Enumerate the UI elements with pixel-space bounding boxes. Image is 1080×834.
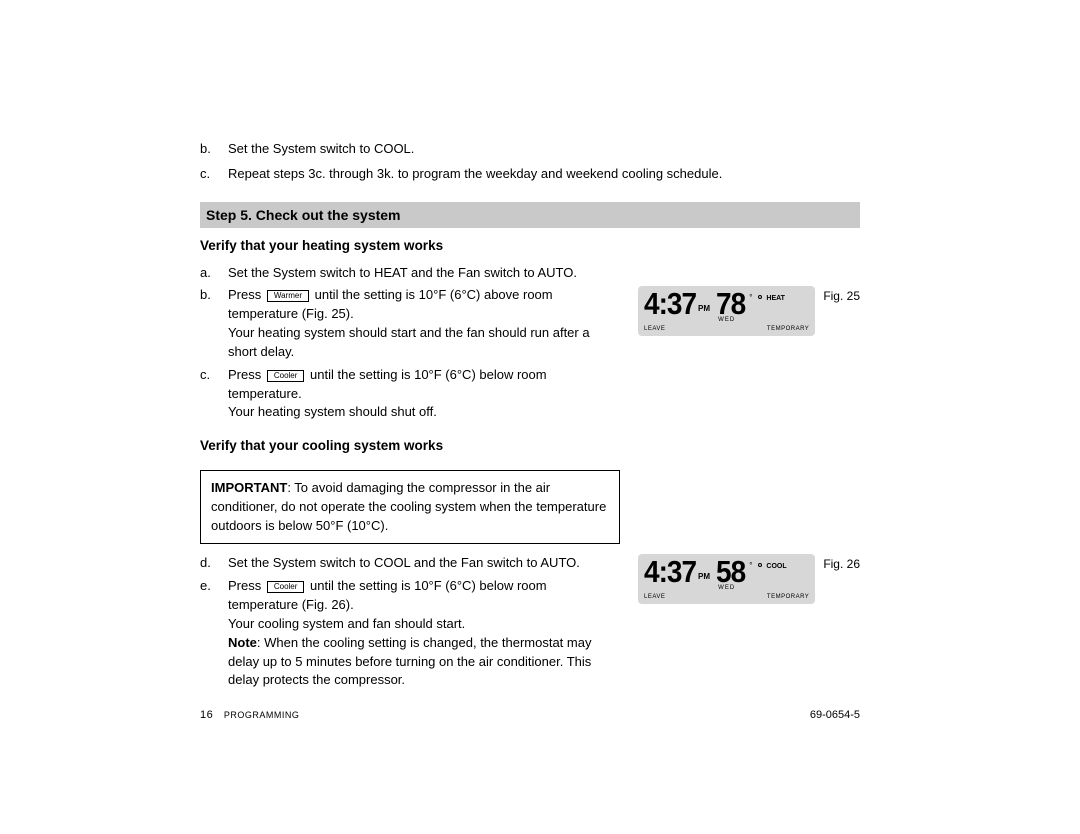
text-before: Press <box>228 287 265 302</box>
lcd-top-row: 4:37 PM 58 ° COOL <box>644 558 809 586</box>
footer-section: PROGRAMMING <box>224 710 300 720</box>
footer-left: 16 PROGRAMMING <box>200 708 299 724</box>
degree-icon: ° <box>749 292 752 304</box>
figure-label: Fig. 26 <box>823 554 860 573</box>
note-text: : When the cooling setting is changed, t… <box>228 635 591 688</box>
list-text: Set the System switch to COOL. <box>228 140 860 159</box>
text-after: Your heating system should shut off. <box>228 403 620 422</box>
intro-item-b: b. Set the System switch to COOL. <box>200 140 860 159</box>
list-letter: b. <box>200 140 228 159</box>
list-text: Repeat steps 3c. through 3k. to program … <box>228 165 860 184</box>
thermostat-display: 4:37 PM 78 ° HEAT WED LEAVE TEMPORARY <box>638 286 815 335</box>
warmer-button-icon: Warmer <box>267 290 309 302</box>
list-text: Set the System switch to HEAT and the Fa… <box>228 264 860 283</box>
lcd-pm: PM <box>698 571 710 583</box>
list-text: Press Cooler until the setting is 10°F (… <box>228 366 620 423</box>
text-before: Press <box>228 367 265 382</box>
cool-item-e: e. Press Cooler until the setting is 10°… <box>200 577 620 690</box>
list-letter: b. <box>200 286 228 361</box>
degree-icon: ° <box>749 560 752 572</box>
cooler-button-icon: Cooler <box>267 370 305 382</box>
lcd-pm: PM <box>698 303 710 315</box>
thermostat-display: 4:37 PM 58 ° COOL WED LEAVE TEMPORARY <box>638 554 815 603</box>
lcd-hold: TEMPORARY <box>767 325 809 334</box>
cool-important-row: IMPORTANT: To avoid damaging the compres… <box>200 464 860 555</box>
cool-note: Note: When the cooling setting is change… <box>228 634 620 691</box>
text-after: Your heating system should start and the… <box>228 324 620 362</box>
cool-left-col-2: d. Set the System switch to COOL and the… <box>200 554 620 694</box>
lcd-bottom-row: LEAVE TEMPORARY <box>644 593 809 602</box>
heat-right-col: 4:37 PM 78 ° HEAT WED LEAVE TEMPORARY Fi… <box>638 286 860 359</box>
heat-left-col: b. Press Warmer until the setting is 10°… <box>200 286 620 426</box>
list-letter: e. <box>200 577 228 690</box>
lcd-period: LEAVE <box>644 593 665 602</box>
figure-label: Fig. 25 <box>823 286 860 305</box>
figure-25: 4:37 PM 78 ° HEAT WED LEAVE TEMPORARY Fi… <box>638 286 860 335</box>
indicator-dot-icon <box>758 295 762 299</box>
list-text: Press Warmer until the setting is 10°F (… <box>228 286 620 361</box>
lcd-temp: 78 <box>716 289 745 320</box>
section-header: Step 5. Check out the system <box>200 202 860 228</box>
footer-doc-id: 69-0654-5 <box>810 708 860 724</box>
manual-page: b. Set the System switch to COOL. c. Rep… <box>0 0 1080 834</box>
cool-fig-row: d. Set the System switch to COOL and the… <box>200 554 860 694</box>
list-letter: d. <box>200 554 228 573</box>
important-label: IMPORTANT <box>211 480 287 495</box>
lcd-mode: HEAT <box>766 294 785 304</box>
lcd-time: 4:37 <box>644 557 696 588</box>
list-text: Set the System switch to COOL and the Fa… <box>228 554 620 573</box>
heat-subheading: Verify that your heating system works <box>200 236 860 256</box>
heat-item-b: b. Press Warmer until the setting is 10°… <box>200 286 620 361</box>
heat-fig-row: b. Press Warmer until the setting is 10°… <box>200 286 860 426</box>
heat-item-a: a. Set the System switch to HEAT and the… <box>200 264 860 283</box>
cooler-button-icon: Cooler <box>267 581 305 593</box>
note-label: Note <box>228 635 257 650</box>
figure-26: 4:37 PM 58 ° COOL WED LEAVE TEMPORARY Fi… <box>638 554 860 603</box>
lcd-temp: 58 <box>716 557 745 588</box>
cool-left-col-1: IMPORTANT: To avoid damaging the compres… <box>200 464 620 555</box>
cool-item-d: d. Set the System switch to COOL and the… <box>200 554 620 573</box>
cool-right-col: 4:37 PM 58 ° COOL WED LEAVE TEMPORARY Fi… <box>638 554 860 627</box>
cool-subheading: Verify that your cooling system works <box>200 436 860 456</box>
lcd-hold: TEMPORARY <box>767 593 809 602</box>
list-letter: a. <box>200 264 228 283</box>
list-text: Press Cooler until the setting is 10°F (… <box>228 577 620 690</box>
text-before: Press <box>228 578 265 593</box>
page-footer: 16 PROGRAMMING 69-0654-5 <box>200 708 860 724</box>
page-number: 16 <box>200 709 213 721</box>
indicator-dot-icon <box>758 563 762 567</box>
lcd-mode: COOL <box>766 562 786 572</box>
list-letter: c. <box>200 366 228 423</box>
intro-item-c: c. Repeat steps 3c. through 3k. to progr… <box>200 165 860 184</box>
lcd-bottom-row: LEAVE TEMPORARY <box>644 325 809 334</box>
intro-list: b. Set the System switch to COOL. c. Rep… <box>200 140 860 184</box>
list-letter: c. <box>200 165 228 184</box>
text-after-1: Your cooling system and fan should start… <box>228 615 620 634</box>
lcd-period: LEAVE <box>644 325 665 334</box>
heat-item-c: c. Press Cooler until the setting is 10°… <box>200 366 620 423</box>
lcd-top-row: 4:37 PM 78 ° HEAT <box>644 290 809 318</box>
lcd-time: 4:37 <box>644 289 696 320</box>
important-callout: IMPORTANT: To avoid damaging the compres… <box>200 470 620 545</box>
